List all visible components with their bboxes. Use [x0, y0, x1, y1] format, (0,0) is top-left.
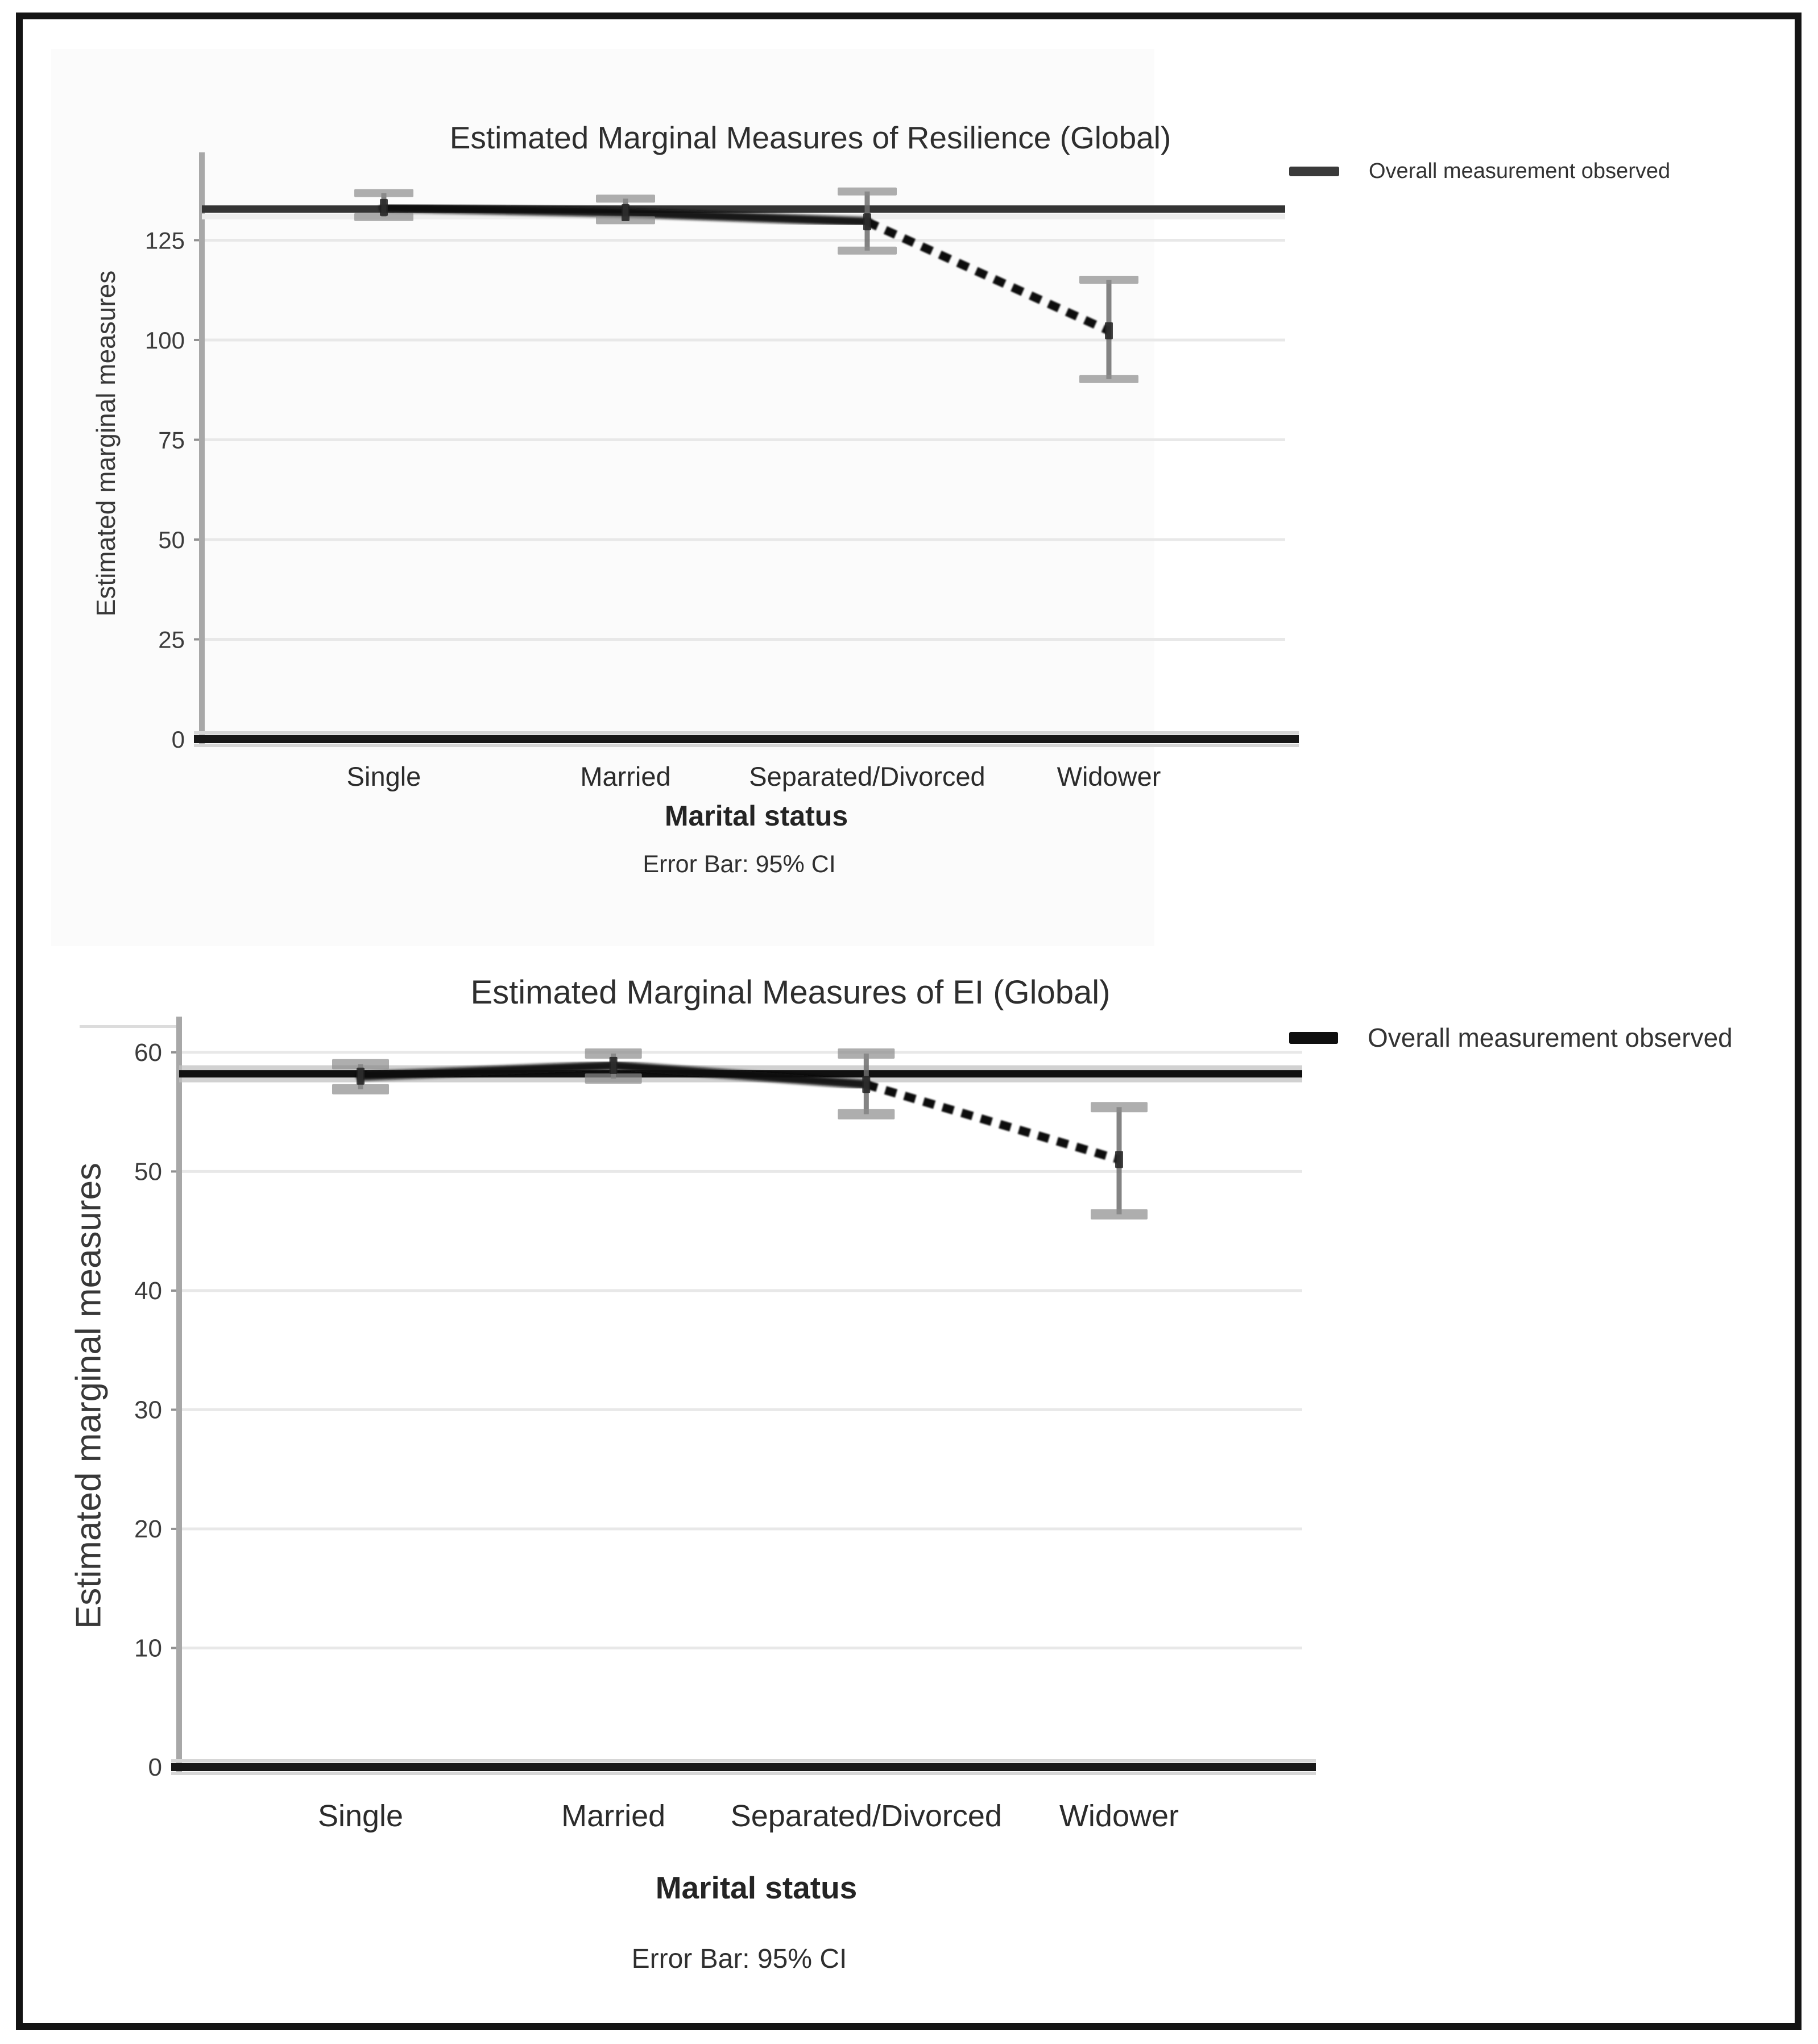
error-bar-cap — [1079, 375, 1138, 383]
x-category-label: Separated/Divorced — [731, 1799, 1002, 1833]
mean-marker — [1105, 322, 1113, 339]
error-bar-cap — [838, 246, 897, 255]
x-category-label: Married — [561, 1799, 665, 1833]
mean-marker — [862, 1076, 871, 1093]
y-tick-label: 100 — [145, 327, 185, 354]
error-bar-cap — [354, 189, 413, 197]
y-tick-label: 50 — [134, 1158, 162, 1185]
axis-artifact-line — [80, 1025, 176, 1028]
error-bar-cap — [838, 1048, 895, 1059]
legend-label: Overall measurement observed — [1368, 1023, 1733, 1052]
error-bar-caption-ei: Error Bar: 95% CI — [631, 1944, 847, 1974]
mean-marker — [1115, 1151, 1123, 1168]
y-tick-label: 0 — [148, 1753, 162, 1781]
legend-label: Overall measurement observed — [1369, 159, 1671, 183]
x-axis-title-ei: Marital status — [655, 1870, 858, 1905]
mean-marker — [863, 213, 871, 231]
error-bar-cap — [332, 1084, 389, 1094]
mean-marker — [609, 1056, 618, 1074]
error-bar-cap — [332, 1059, 389, 1069]
error-bar-cap — [585, 1073, 642, 1084]
legend-resilience: Overall measurement observed — [1289, 159, 1670, 184]
mean-marker — [622, 204, 630, 222]
mean-marker — [357, 1067, 365, 1085]
y-tick-label: 0 — [172, 726, 185, 753]
error-bar-cap — [838, 1109, 895, 1120]
ei-plot-area: 0 10 20 30 40 50 60 Single Married Separated/Divo… — [134, 1017, 1316, 1833]
x-axis-title-resilience: Marital status — [664, 800, 848, 832]
x-category-label: Widower — [1057, 761, 1161, 791]
legend-line-swatch — [1289, 167, 1339, 176]
chart-title-resilience: Estimated Marginal Measures of Resilienc… — [449, 120, 1171, 155]
x-category-label: Single — [318, 1799, 403, 1833]
error-bar-cap — [838, 187, 897, 196]
y-tick-label: 50 — [158, 526, 185, 553]
series-line-dashed — [865, 218, 1111, 335]
y-tick-label: 75 — [158, 426, 185, 453]
figure-border — [16, 13, 1802, 2030]
error-bar-cap — [354, 213, 413, 221]
error-bar-caption-resilience: Error Bar: 95% CI — [643, 851, 836, 878]
x-category-label: Separated/Divorced — [749, 761, 985, 791]
resilience-plot-area: 0 25 50 75 100 125 Single Married Separated/Divo… — [145, 152, 1299, 791]
y-tick-label: 40 — [134, 1277, 162, 1305]
series-line-dashed — [865, 1080, 1121, 1164]
y-tick-label: 30 — [134, 1396, 162, 1424]
x-category-label: Widower — [1059, 1799, 1179, 1833]
error-bar-cap — [1079, 275, 1138, 284]
x-category-label: Single — [347, 761, 421, 791]
y-tick-label: 25 — [158, 626, 185, 653]
mean-marker — [380, 198, 388, 216]
legend-line-swatch — [1289, 1031, 1338, 1044]
y-tick-label: 125 — [145, 227, 185, 254]
error-bar-cap — [585, 1048, 642, 1059]
legend-ei: Overall measurement observed — [1289, 1022, 1733, 1053]
y-tick-label: 10 — [134, 1634, 162, 1662]
x-category-label: Married — [580, 761, 670, 791]
error-bar-cap — [1091, 1209, 1148, 1220]
y-tick-label: 60 — [134, 1039, 162, 1067]
y-tick-label: 20 — [134, 1515, 162, 1543]
error-bar-cap — [596, 194, 655, 203]
error-bar-cap — [1091, 1102, 1148, 1113]
chart-title-ei: Estimated Marginal Measures of EI (Globa… — [470, 974, 1111, 1011]
